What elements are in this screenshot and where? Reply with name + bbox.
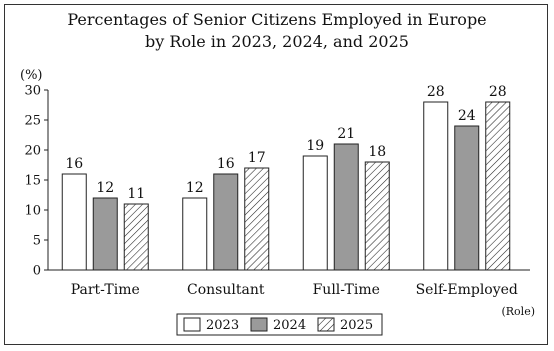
bar-value-label: 12 [96, 180, 114, 196]
legend-box [176, 313, 383, 336]
chart-title-line-2: by Role in 2023, 2024, and 2025 [145, 32, 409, 51]
legend-swatch [250, 317, 268, 332]
legend-label: 2025 [340, 318, 373, 333]
bar [364, 161, 390, 271]
y-tick-label: 15 [24, 174, 41, 189]
bar-value-label: 19 [306, 138, 324, 154]
data-labels: 16 12 11 12 16 17 19 21 18 28 24 28 [65, 84, 506, 202]
legend-swatch [183, 317, 201, 332]
bar [182, 197, 208, 271]
category-labels: Part-Time Consultant Full-Time Self-Employe… [71, 282, 518, 298]
y-tick-label: 5 [33, 234, 41, 249]
bar-value-label: 21 [337, 126, 355, 142]
bar-value-label: 24 [458, 108, 476, 124]
bar [244, 167, 270, 271]
x-axis-unit-label: (Role) [501, 305, 535, 318]
bar [423, 101, 449, 271]
bar [333, 143, 359, 271]
y-axis-unit-label: (%) [20, 68, 43, 83]
legend: 2023 2024 2025 [176, 313, 383, 336]
bar [92, 197, 118, 271]
category-label: Self-Employed [416, 282, 518, 298]
bar [61, 173, 87, 271]
y-tick-label: 30 [24, 84, 41, 99]
bar-value-label: 17 [248, 150, 266, 166]
bar [485, 101, 511, 271]
chart-title-line-1: Percentages of Senior Citizens Employed … [67, 10, 487, 29]
category-label: Consultant [187, 282, 265, 298]
y-tick-label: 25 [24, 114, 41, 129]
y-tick-label: 20 [24, 144, 41, 159]
bars [61, 101, 511, 271]
category-label: Part-Time [71, 282, 140, 298]
bar-value-label: 28 [489, 84, 507, 100]
bar-value-label: 16 [65, 156, 83, 172]
legend-swatch [317, 317, 335, 332]
bar-value-label: 12 [186, 180, 204, 196]
legend-label: 2024 [273, 318, 306, 333]
bar-value-label: 11 [127, 186, 145, 202]
bar-value-label: 28 [427, 84, 445, 100]
legend-label: 2023 [206, 318, 239, 333]
bar-value-label: 18 [368, 144, 386, 160]
bar [454, 125, 480, 271]
bar [302, 155, 328, 271]
category-label: Full-Time [313, 282, 380, 298]
y-tick-label: 10 [24, 204, 41, 219]
bar-value-label: 16 [217, 156, 235, 172]
bar [123, 203, 149, 271]
bar [213, 173, 239, 271]
y-tick-label: 0 [33, 264, 41, 279]
